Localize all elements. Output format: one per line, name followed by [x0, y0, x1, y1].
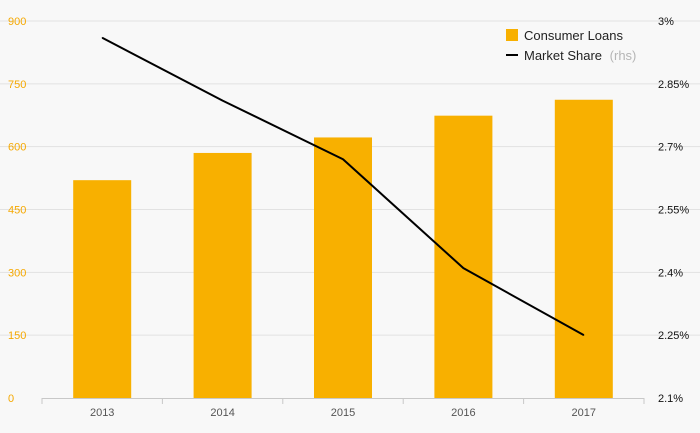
legend-line-text: Market Share (rhs) — [524, 48, 636, 63]
x-tick-label: 2015 — [331, 407, 355, 419]
bar — [434, 115, 493, 399]
y-right-tick-label: 3% — [658, 16, 674, 28]
x-tick-label: 2016 — [451, 407, 475, 419]
bar — [193, 152, 252, 398]
bars — [73, 99, 613, 399]
market-share-point — [342, 158, 344, 160]
market-share-point — [101, 37, 103, 39]
legend-bar-label: Consumer Loans — [524, 28, 623, 43]
y-left-tick-label: 150 — [8, 330, 26, 342]
y-right-tick-label: 2.85% — [658, 79, 689, 91]
market-share-point — [222, 100, 224, 102]
market-share-point — [462, 267, 464, 269]
y-right-tick-label: 2.25% — [658, 330, 689, 342]
y-left-tick-label: 450 — [8, 205, 26, 217]
legend-line-label: Market Share — [524, 48, 602, 63]
bar — [554, 99, 613, 399]
bar — [73, 180, 132, 398]
y-right-tick-label: 2.7% — [658, 142, 683, 154]
x-tick-label: 2013 — [90, 407, 114, 419]
left-axis-ticks: 0 150 300 450 600 750 900 — [8, 16, 26, 405]
x-axis: 2013 2014 2015 2016 2017 — [41, 398, 645, 419]
y-left-tick-label: 600 — [8, 142, 26, 154]
y-right-tick-label: 2.1% — [658, 393, 683, 405]
legend-line-suffix: (rhs) — [610, 48, 637, 63]
y-left-tick-label: 750 — [8, 79, 26, 91]
y-left-tick-label: 0 — [8, 393, 14, 405]
market-share-line-group — [101, 36, 585, 337]
market-share-point — [583, 334, 585, 336]
bar — [314, 137, 372, 398]
legend: Consumer Loans Market Share (rhs) — [506, 28, 636, 63]
y-left-tick-label: 900 — [8, 16, 26, 28]
y-right-tick-label: 2.4% — [658, 267, 683, 279]
x-tick-label: 2017 — [572, 407, 596, 419]
x-tick-label: 2014 — [210, 407, 234, 419]
y-left-tick-label: 300 — [8, 267, 26, 279]
right-axis-ticks: 2.1% 2.25% 2.4% 2.55% 2.7% 2.85% 3% — [658, 16, 689, 405]
legend-bar-swatch — [506, 29, 518, 41]
y-right-tick-label: 2.55% — [658, 205, 689, 217]
